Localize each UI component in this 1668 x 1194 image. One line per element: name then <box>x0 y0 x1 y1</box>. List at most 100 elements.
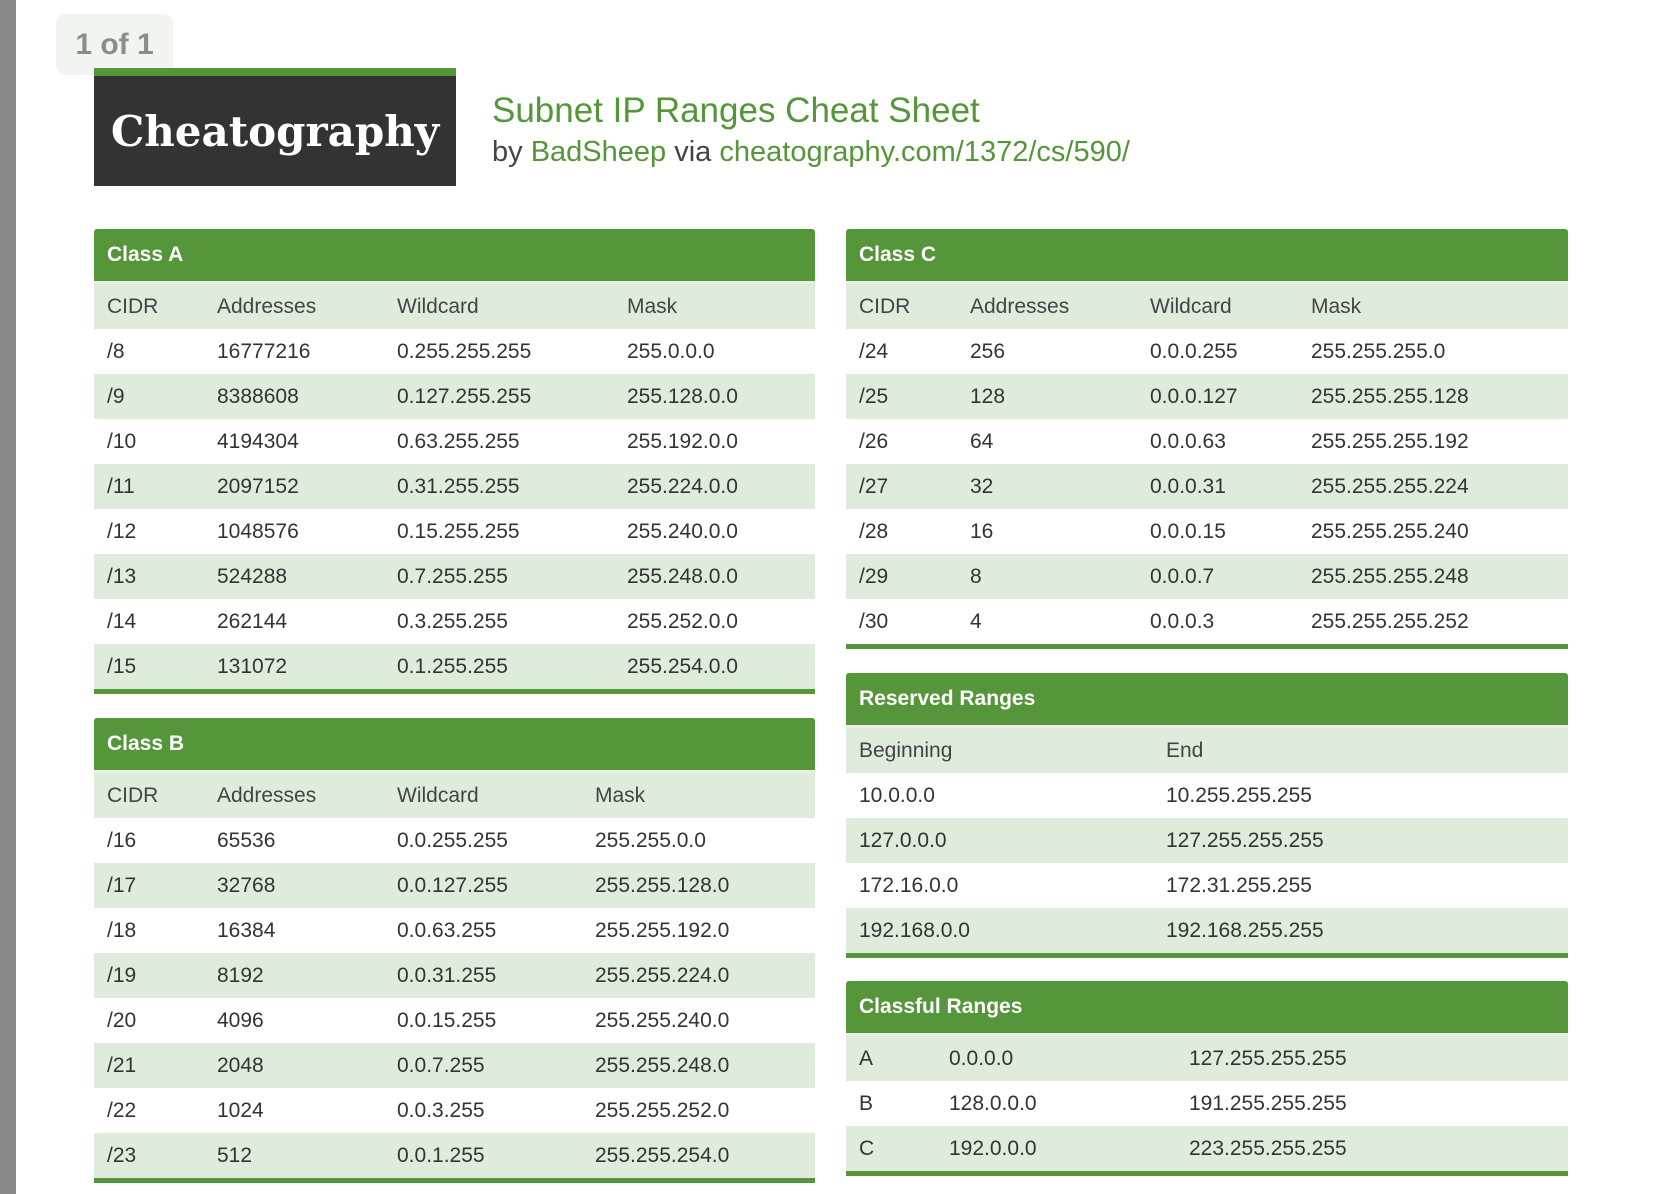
table-cell: 255.255.255.248 <box>1311 564 1469 588</box>
table-row: /25 128 0.0.0.127 255.255.255.128 <box>846 374 1568 419</box>
table-cell: 172.16.0.0 <box>859 873 959 897</box>
table-cell: 65536 <box>217 828 276 852</box>
table-row: /15 131072 0.1.255.255 255.254.0.0 <box>94 644 815 689</box>
table-cell: /16 <box>107 828 137 852</box>
table-cell: 0.0.0.255 <box>1150 339 1238 363</box>
table-cell: 127.255.255.255 <box>1166 828 1324 852</box>
column-header: Wildcard <box>1150 294 1232 318</box>
table-row: /9 8388608 0.127.255.255 255.128.0.0 <box>94 374 815 419</box>
table-cell: 255.255.240.0 <box>595 1008 730 1032</box>
table-cell: 0.0.0.3 <box>1150 609 1215 633</box>
table-cell: 0.0.0.0 <box>949 1046 1014 1070</box>
table-row: /17 32768 0.0.127.255 255.255.128.0 <box>94 863 815 908</box>
table-cell: 32 <box>970 474 994 498</box>
table-cell: 0.3.255.255 <box>397 609 508 633</box>
reserved-ranges-table: Beginning End 10.0.0.0 10.255.255.255 127.0.… <box>846 728 1568 953</box>
column-header: Wildcard <box>397 294 479 318</box>
table-cell: A <box>859 1046 874 1070</box>
table-row: /27 32 0.0.0.31 255.255.255.224 <box>846 464 1568 509</box>
table-cell: 0.31.255.255 <box>397 474 520 498</box>
column-header: Addresses <box>217 294 317 318</box>
table-cell: 4096 <box>217 1008 264 1032</box>
table-cell: 0.0.127.255 <box>397 873 508 897</box>
page-title: Subnet IP Ranges Cheat Sheet <box>492 91 980 130</box>
table-cell: /28 <box>859 519 889 543</box>
table-cell: 0.0.15.255 <box>397 1008 497 1032</box>
table-cell: /8 <box>107 339 125 363</box>
table-cell: 131072 <box>217 654 288 678</box>
table-cell: 16777216 <box>217 339 311 363</box>
class-b-header: Class B <box>94 718 815 773</box>
table-cell: 0.0.0.127 <box>1150 384 1238 408</box>
table-row: /24 256 0.0.0.255 255.255.255.0 <box>846 329 1568 374</box>
class-b-table: CIDR Addresses Wildcard Mask/16 65536 0.0.255… <box>94 773 815 1178</box>
reserved-ranges-card: Reserved Ranges Beginning End 10.0.0.0 10.2… <box>846 673 1568 958</box>
table-cell: 0.0.0.15 <box>1150 519 1226 543</box>
table-cell: 16384 <box>217 918 276 942</box>
column-header: Wildcard <box>397 783 479 807</box>
page-indicator: 1 of 1 <box>56 14 173 75</box>
table-cell: C <box>859 1136 875 1160</box>
table-row: /19 8192 0.0.31.255 255.255.224.0 <box>94 953 815 998</box>
class-c-table: CIDR Addresses Wildcard Mask/24 256 0.0.0.255… <box>846 284 1568 644</box>
table-cell: /14 <box>107 609 137 633</box>
table-cell: /13 <box>107 564 137 588</box>
table-cell: /19 <box>107 963 137 987</box>
table-cell: 255.254.0.0 <box>627 654 738 678</box>
table-row: /20 4096 0.0.15.255 255.255.240.0 <box>94 998 815 1043</box>
table-cell: 255.255.0.0 <box>595 828 706 852</box>
table-cell: /20 <box>107 1008 137 1032</box>
table-cell: 0.0.1.255 <box>397 1143 485 1167</box>
reserved-ranges-header: Reserved Ranges <box>846 673 1568 728</box>
table-cell: /25 <box>859 384 889 408</box>
table-cell: 262144 <box>217 609 288 633</box>
table-row: C 192.0.0.0 223.255.255.255 <box>846 1126 1568 1171</box>
table-cell: 255.255.255.240 <box>1311 519 1469 543</box>
table-cell: 255.240.0.0 <box>627 519 738 543</box>
cheatography-logo[interactable]: Cheatography <box>94 68 456 186</box>
table-cell: /15 <box>107 654 137 678</box>
table-cell: /12 <box>107 519 137 543</box>
table-cell: 0.0.0.31 <box>1150 474 1226 498</box>
class-a-table: CIDR Addresses Wildcard Mask/8 16777216 0.255… <box>94 284 815 689</box>
table-cell: 1024 <box>217 1098 264 1122</box>
table-cell: 0.0.3.255 <box>397 1098 485 1122</box>
table-cell: 255.248.0.0 <box>627 564 738 588</box>
column-header: Mask <box>595 783 646 807</box>
table-cell: 191.255.255.255 <box>1189 1091 1347 1115</box>
class-c-card: Class C CIDR Addresses Wildcard Mask/24 256 0… <box>846 229 1568 649</box>
table-row: /26 64 0.0.0.63 255.255.255.192 <box>846 419 1568 464</box>
table-cell: B <box>859 1091 874 1115</box>
table-cell: 8192 <box>217 963 264 987</box>
table-cell: 10.0.0.0 <box>859 783 935 807</box>
table-row: /18 16384 0.0.63.255 255.255.192.0 <box>94 908 815 953</box>
table-cell: 255.255.252.0 <box>595 1098 730 1122</box>
table-cell: /18 <box>107 918 137 942</box>
table-row: /12 1048576 0.15.255.255 255.240.0.0 <box>94 509 815 554</box>
class-a-card: Class A CIDR Addresses Wildcard Mask/8 16777… <box>94 229 815 694</box>
table-cell: 192.168.255.255 <box>1166 918 1324 942</box>
column-header: End <box>1166 738 1204 762</box>
column-header: Mask <box>627 294 678 318</box>
table-cell: /10 <box>107 429 137 453</box>
table-row: /21 2048 0.0.7.255 255.255.248.0 <box>94 1043 815 1088</box>
table-header-row: CIDR Addresses Wildcard Mask <box>94 773 815 818</box>
table-cell: 255.255.254.0 <box>595 1143 730 1167</box>
table-cell: /21 <box>107 1053 137 1077</box>
cheat-sheet-page: 1 of 1 Cheatography Subnet IP Ranges Che… <box>16 0 1668 1194</box>
author-link[interactable]: BadSheep <box>530 136 667 168</box>
table-cell: 0.7.255.255 <box>397 564 508 588</box>
table-cell: 0.0.0.7 <box>1150 564 1215 588</box>
table-cell: 256 <box>970 339 1006 363</box>
column-header: CIDR <box>859 294 911 318</box>
table-cell: 192.168.0.0 <box>859 918 970 942</box>
table-header-row: CIDR Addresses Wildcard Mask <box>94 284 815 329</box>
column-header: Beginning <box>859 738 953 762</box>
source-url-link[interactable]: cheatography.com/1372/cs/590/ <box>719 136 1130 168</box>
table-header-row: Beginning End <box>846 728 1568 773</box>
table-cell: 255.255.255.192 <box>1311 429 1469 453</box>
table-cell: 255.255.128.0 <box>595 873 730 897</box>
table-cell: 0.0.255.255 <box>397 828 508 852</box>
table-cell: 0.0.7.255 <box>397 1053 485 1077</box>
column-header: Addresses <box>217 783 317 807</box>
